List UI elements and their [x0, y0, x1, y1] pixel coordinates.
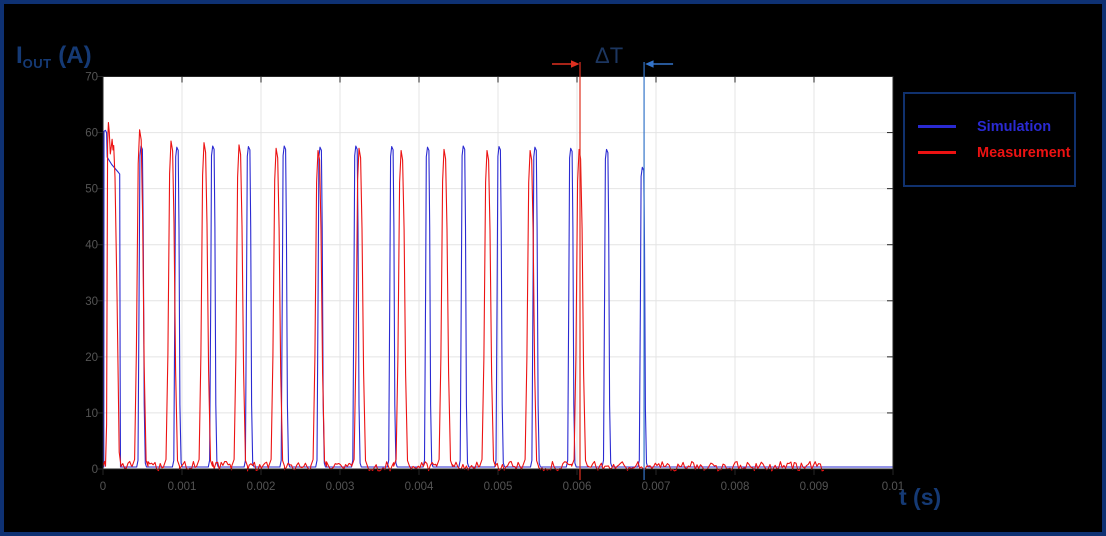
svg-text:50: 50 [85, 184, 98, 196]
y-axis-label: IOUT (A) [16, 42, 92, 71]
svg-text:0.007: 0.007 [642, 481, 671, 493]
svg-text:70: 70 [85, 72, 98, 84]
svg-text:0.005: 0.005 [484, 481, 513, 493]
legend-label-measurement: Measurement [977, 144, 1071, 161]
svg-text:0.009: 0.009 [800, 481, 829, 493]
svg-text:0.006: 0.006 [563, 481, 592, 493]
svg-text:0.008: 0.008 [721, 481, 750, 493]
delta-t-annotation: ΔT [595, 43, 624, 68]
svg-text:10: 10 [85, 408, 98, 420]
svg-text:0.01: 0.01 [882, 481, 904, 493]
legend-item-simulation: Simulation [918, 116, 1074, 138]
svg-text:20: 20 [85, 352, 98, 364]
y-axis-label-unit: (A) [51, 42, 92, 69]
svg-text:30: 30 [85, 296, 98, 308]
legend: Simulation Measurement [903, 92, 1076, 187]
svg-text:0.002: 0.002 [247, 481, 276, 493]
y-axis-label-subscript: OUT [22, 56, 52, 71]
svg-text:0.001: 0.001 [168, 481, 197, 493]
svg-text:60: 60 [85, 128, 98, 140]
legend-label-simulation: Simulation [977, 118, 1052, 135]
svg-text:0.003: 0.003 [326, 481, 355, 493]
svg-text:40: 40 [85, 240, 98, 252]
svg-text:0: 0 [92, 464, 98, 476]
legend-swatch-measurement-line [918, 151, 956, 154]
svg-text:0.004: 0.004 [405, 481, 434, 493]
y-axis-label-symbol: I [16, 42, 23, 69]
svg-text:0: 0 [100, 481, 106, 493]
x-axis-label: t (s) [899, 484, 942, 510]
legend-item-measurement: Measurement [918, 142, 1074, 164]
legend-swatch-simulation-line [918, 125, 956, 128]
